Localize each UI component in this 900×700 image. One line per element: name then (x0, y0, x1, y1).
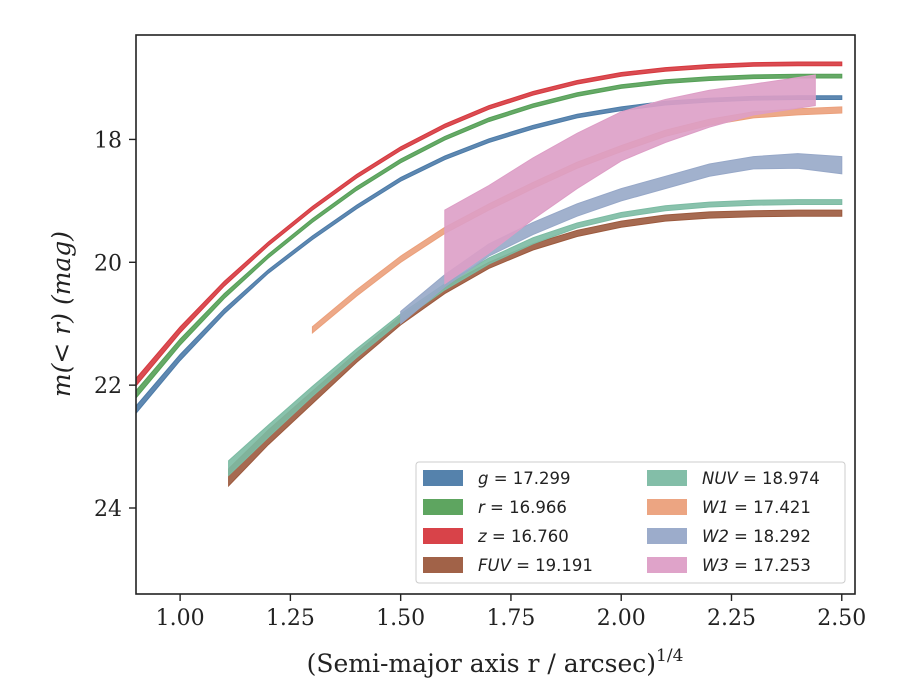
legend-swatch (647, 557, 687, 573)
series-band-7 (444, 74, 816, 285)
x-axis-title: (Semi-major axis r / arcsec)1/4 (307, 646, 684, 678)
x-tick-label: 1.25 (266, 606, 315, 631)
legend-entry: FUV = 19.191 (478, 556, 593, 575)
legend-entry: NUV = 18.974 (702, 469, 820, 488)
y-tick-label: 20 (94, 251, 122, 276)
series-band-1 (136, 73, 843, 399)
legend-swatch (647, 499, 687, 515)
legend: g = 17.299 r = 16.966 z = 16.760 FUV = 19.1… (415, 461, 846, 584)
x-tick-label: 2.25 (707, 606, 756, 631)
legend-swatch (647, 528, 687, 544)
x-tick-label: 2.50 (817, 606, 866, 631)
x-tick-label: 1.00 (156, 606, 205, 631)
legend-swatch (647, 470, 687, 486)
plot-frame (135, 34, 856, 595)
x-tick-label: 1.50 (376, 606, 425, 631)
series-band-2 (136, 61, 843, 387)
legend-swatch (423, 470, 463, 486)
legend-entry: r = 16.966 (478, 498, 567, 517)
series-band-6 (400, 153, 843, 325)
x-tick-label: 2.00 (597, 606, 646, 631)
legend-swatch (423, 528, 463, 544)
x-axis: 1.00 1.25 1.50 1.75 2.00 2.25 2.50 (156, 594, 866, 631)
legend-entry: z = 16.760 (477, 527, 569, 546)
legend-swatch (423, 499, 463, 515)
legend-entry: g = 17.299 (478, 469, 571, 488)
legend-entry: W1 = 17.421 (702, 498, 811, 517)
y-axis-title: m(< r) (mag) (47, 231, 76, 397)
legend-swatch (423, 557, 463, 573)
legend-entry: W3 = 17.253 (702, 556, 811, 575)
legend-frame (415, 461, 846, 584)
x-axis-title-main: (Semi-major axis r / arcsec) (307, 649, 656, 678)
legend-entry: W2 = 18.292 (702, 527, 811, 546)
plot-area (136, 61, 843, 488)
y-tick-label: 22 (94, 374, 122, 399)
y-axis: 18 20 22 24 (94, 128, 136, 522)
y-tick-label: 18 (94, 128, 122, 153)
series-band-0 (136, 95, 843, 415)
x-tick-label: 1.75 (486, 606, 535, 631)
y-tick-label: 24 (94, 497, 122, 522)
x-axis-title-exponent: 1/4 (656, 646, 683, 666)
